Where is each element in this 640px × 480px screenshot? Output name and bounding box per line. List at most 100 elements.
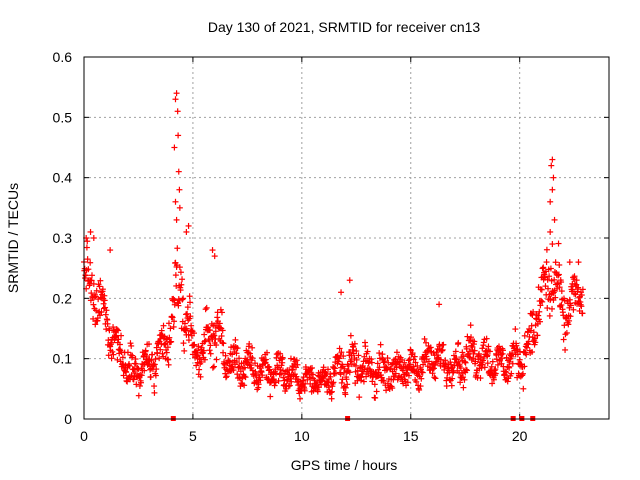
data-point xyxy=(242,374,249,381)
data-point xyxy=(551,216,558,223)
data-point xyxy=(249,344,256,351)
data-point xyxy=(195,352,202,359)
data-point xyxy=(167,325,174,332)
data-point xyxy=(255,381,262,388)
data-point xyxy=(405,372,412,379)
data-point xyxy=(88,290,95,297)
data-point xyxy=(412,359,419,366)
data-point xyxy=(530,308,537,315)
data-point xyxy=(210,363,217,370)
data-point xyxy=(328,388,335,395)
data-point xyxy=(484,360,491,367)
data-point xyxy=(459,349,466,356)
data-point xyxy=(362,343,369,350)
data-point xyxy=(234,345,241,352)
data-point xyxy=(102,304,109,311)
data-point xyxy=(410,356,417,363)
data-point xyxy=(241,364,248,371)
data-point xyxy=(431,365,437,372)
data-point xyxy=(506,358,513,365)
data-point xyxy=(447,359,454,366)
data-point xyxy=(330,379,337,386)
data-point xyxy=(218,332,225,339)
data-point xyxy=(342,391,349,398)
data-point xyxy=(217,306,224,313)
data-point xyxy=(201,331,208,338)
data-point xyxy=(449,375,456,382)
data-point xyxy=(468,334,475,341)
data-point xyxy=(176,204,183,211)
data-point xyxy=(132,360,139,367)
data-point xyxy=(87,297,94,304)
data-point xyxy=(180,340,187,347)
data-point xyxy=(294,361,301,368)
data-point xyxy=(508,370,515,377)
data-point xyxy=(484,352,491,359)
data-point xyxy=(494,361,501,368)
data-point xyxy=(119,354,126,361)
data-point xyxy=(258,369,265,376)
data-point xyxy=(338,289,345,296)
data-point xyxy=(565,321,572,328)
data-point xyxy=(436,301,443,308)
data-point xyxy=(407,361,414,368)
data-point xyxy=(172,272,179,279)
data-point xyxy=(373,388,380,395)
data-point xyxy=(548,305,555,312)
chart-title: Day 130 of 2021, SRMTID for receiver cn1… xyxy=(208,19,481,35)
data-point xyxy=(226,358,233,365)
data-point xyxy=(152,356,159,363)
data-point xyxy=(96,312,103,319)
data-point xyxy=(253,370,260,377)
data-point xyxy=(147,373,154,380)
data-point xyxy=(570,276,577,283)
data-point xyxy=(416,386,423,393)
data-point xyxy=(133,381,140,388)
data-point xyxy=(562,331,569,338)
data-point xyxy=(174,108,181,115)
data-point xyxy=(342,384,349,391)
data-point xyxy=(359,362,366,369)
data-point xyxy=(376,350,383,357)
data-point xyxy=(83,244,90,251)
data-point xyxy=(549,241,556,248)
data-point xyxy=(150,362,157,369)
data-point xyxy=(196,366,203,373)
data-point xyxy=(455,339,462,346)
data-point xyxy=(183,325,190,332)
data-point xyxy=(233,359,240,366)
data-point xyxy=(114,356,121,363)
data-point xyxy=(275,377,282,384)
data-point xyxy=(470,350,477,357)
data-point xyxy=(206,327,213,334)
data-point xyxy=(175,132,182,139)
data-point xyxy=(364,348,371,355)
data-point xyxy=(218,309,225,316)
data-point xyxy=(492,370,499,377)
data-point xyxy=(154,350,161,357)
data-point xyxy=(211,332,218,339)
data-point xyxy=(560,336,567,343)
x-tick-label: 5 xyxy=(189,428,197,444)
data-point xyxy=(309,364,316,371)
data-point xyxy=(84,256,91,263)
data-point xyxy=(185,337,192,344)
data-point xyxy=(115,327,122,334)
data-point xyxy=(546,273,553,280)
data-point xyxy=(157,346,164,353)
data-point xyxy=(556,284,563,291)
data-point xyxy=(399,367,406,374)
data-point xyxy=(432,375,439,382)
data-point xyxy=(213,356,220,363)
data-point xyxy=(286,382,293,389)
data-point xyxy=(322,369,329,376)
data-point xyxy=(346,277,353,284)
data-point xyxy=(516,356,523,363)
data-point xyxy=(548,162,555,169)
data-point xyxy=(561,322,568,329)
data-point xyxy=(336,345,343,352)
data-point xyxy=(234,371,241,378)
data-point xyxy=(280,374,287,381)
data-point xyxy=(103,307,110,314)
data-point xyxy=(214,314,221,321)
